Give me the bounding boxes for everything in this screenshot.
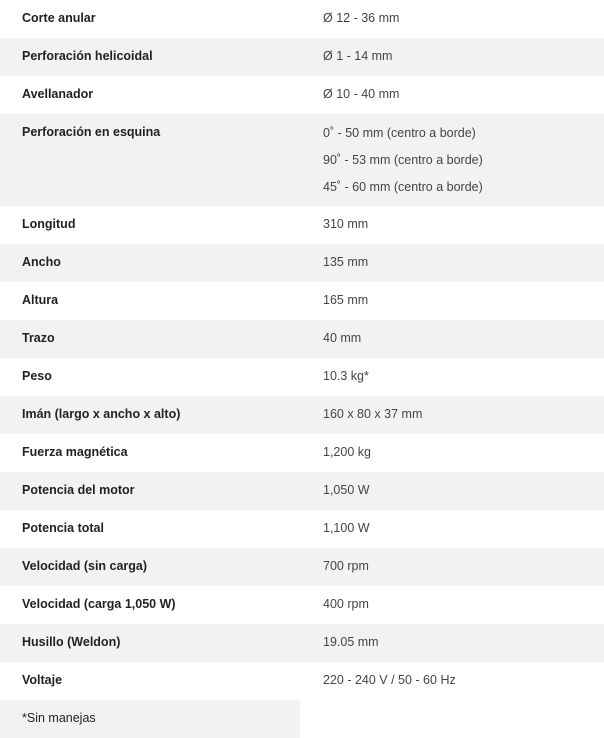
spec-row: Fuerza magnética 1,200 kg (0, 434, 604, 472)
spec-row: Perforación helicoidal Ø 1 - 14 mm (0, 38, 604, 76)
spec-value-cell: Ø 12 - 36 mm (300, 0, 604, 38)
spec-value-cell: 1,200 kg (300, 434, 604, 472)
spec-value: 40 mm (323, 331, 362, 345)
spec-value: 700 rpm (323, 559, 369, 573)
spec-value: 90˚ - 53 mm (centro a borde) (323, 153, 483, 167)
spec-label: Perforación en esquina (0, 114, 300, 206)
spec-value: 19.05 mm (323, 635, 379, 649)
spec-label: Imán (largo x ancho x alto) (0, 396, 300, 434)
spec-value-cell: 160 x 80 x 37 mm (300, 396, 604, 434)
spec-label: Peso (22, 369, 52, 383)
spec-label: Altura (22, 293, 59, 307)
spec-value-cell: 165 mm (300, 282, 604, 320)
spec-row: Voltaje 220 - 240 V / 50 - 60 Hz (0, 662, 604, 700)
spec-value: 1,050 W (323, 483, 370, 497)
spec-value: 165 mm (323, 293, 369, 307)
spec-label: Potencia total (22, 521, 104, 535)
footnote-row: *Sin manejas (0, 700, 604, 738)
spec-label: Avellanador (22, 87, 94, 101)
spec-value-cell: Ø 1 - 14 mm (300, 38, 604, 76)
spec-row: Perforación en esquina 0˚ - 50 mm (centro… (0, 114, 604, 206)
spec-value-cell: 10.3 kg* (300, 358, 604, 396)
spec-row: Potencia del motor 1,050 W (0, 472, 604, 510)
spec-label: Potencia del motor (0, 472, 300, 510)
spec-value: 135 mm (323, 255, 369, 269)
spec-label: Fuerza magnética (22, 445, 128, 459)
spec-value-cell: 1,050 W (300, 472, 604, 510)
spec-value: 1,200 kg (323, 445, 371, 459)
spec-value: 0˚ - 50 mm (centro a borde) (323, 126, 476, 140)
spec-value: 10.3 kg* (323, 369, 369, 383)
spec-value-cell: 19.05 mm (300, 624, 604, 662)
spec-row: Velocidad (carga 1,050 W) 400 rpm (0, 586, 604, 624)
spec-value: Ø 10 - 40 mm (323, 87, 400, 101)
spec-value-cell: 400 rpm (300, 586, 604, 624)
spec-label: Perforación helicoidal (0, 38, 300, 76)
spec-row: Trazo 40 mm (0, 320, 604, 358)
spec-value-cell: 220 - 240 V / 50 - 60 Hz (300, 662, 604, 700)
spec-value-cell: Ø 10 - 40 mm (300, 76, 604, 114)
spec-row: Peso 10.3 kg* (0, 358, 604, 396)
spec-value: 310 mm (323, 217, 369, 231)
spec-value: 160 x 80 x 37 mm (323, 407, 423, 421)
spec-label: Velocidad (carga 1,050 W) (22, 597, 176, 611)
spec-label: Velocidad (sin carga) (0, 548, 300, 586)
spec-row: Longitud 310 mm (0, 206, 604, 244)
spec-label: Husillo (Weldon) (0, 624, 300, 662)
spec-value-cell: 40 mm (300, 320, 604, 358)
spec-row: Husillo (Weldon) 19.05 mm (0, 624, 604, 662)
spec-label: Ancho (0, 244, 300, 282)
spec-row: Altura 165 mm (0, 282, 604, 320)
spec-label: Trazo (0, 320, 300, 358)
spec-value-cell: 0˚ - 50 mm (centro a borde) 90˚ - 53 mm (… (300, 114, 604, 206)
spec-value-cell: 310 mm (300, 206, 604, 244)
footnote: *Sin manejas (0, 700, 300, 738)
spec-value: Ø 12 - 36 mm (323, 11, 400, 25)
spec-value: 220 - 240 V / 50 - 60 Hz (323, 673, 456, 687)
spec-row: Potencia total 1,100 W (0, 510, 604, 548)
spec-value: 1,100 W (323, 521, 370, 535)
spec-value-cell: 700 rpm (300, 548, 604, 586)
spec-row: Imán (largo x ancho x alto) 160 x 80 x 37… (0, 396, 604, 434)
spec-label: Longitud (22, 217, 76, 231)
spec-value-cell: 1,100 W (300, 510, 604, 548)
spec-value-cell: 135 mm (300, 244, 604, 282)
spec-row: Velocidad (sin carga) 700 rpm (0, 548, 604, 586)
spec-value: 400 rpm (323, 597, 369, 611)
spec-row: Ancho 135 mm (0, 244, 604, 282)
spec-value: Ø 1 - 14 mm (323, 49, 393, 63)
spec-label: Voltaje (22, 673, 63, 687)
spec-row: Corte anular Ø 12 - 36 mm (0, 0, 604, 38)
spec-value: 45˚ - 60 mm (centro a borde) (323, 180, 483, 194)
spec-row: Avellanador Ø 10 - 40 mm (0, 76, 604, 114)
spec-label: Corte anular (22, 11, 96, 25)
